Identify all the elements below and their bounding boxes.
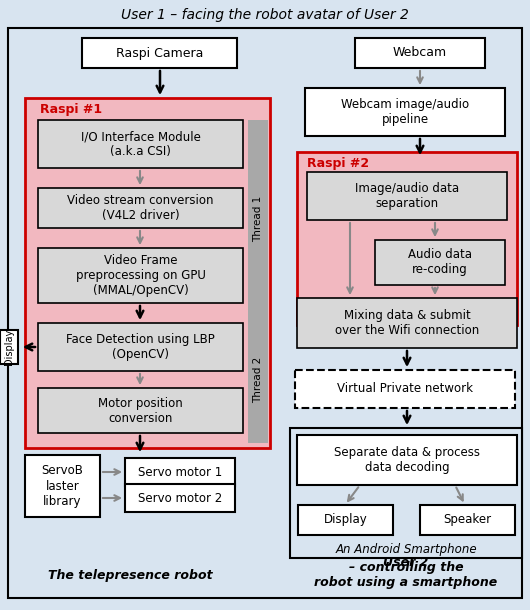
Text: Display: Display bbox=[324, 514, 367, 526]
Bar bbox=[125, 484, 235, 512]
Text: Raspi #2: Raspi #2 bbox=[307, 157, 369, 170]
Text: Display: Display bbox=[4, 329, 14, 365]
Bar bbox=[38, 248, 243, 303]
Text: Image/audio data
separation: Image/audio data separation bbox=[355, 182, 459, 210]
Bar bbox=[297, 152, 517, 325]
Text: The telepresence robot: The telepresence robot bbox=[48, 569, 213, 581]
Bar bbox=[82, 38, 237, 68]
Text: Audio data
re-coding: Audio data re-coding bbox=[408, 248, 472, 276]
Text: Speaker: Speaker bbox=[444, 514, 491, 526]
Text: – controlling the
robot using a smartphone: – controlling the robot using a smartpho… bbox=[314, 561, 498, 589]
Text: Video stream conversion
(V4L2 driver): Video stream conversion (V4L2 driver) bbox=[67, 194, 214, 222]
Bar bbox=[38, 188, 243, 228]
Bar bbox=[305, 88, 505, 136]
Text: An Android Smartphone: An Android Smartphone bbox=[335, 544, 477, 556]
Bar bbox=[420, 505, 515, 535]
Text: Video Frame
preprocessing on GPU
(MMAL/OpenCV): Video Frame preprocessing on GPU (MMAL/O… bbox=[76, 254, 206, 297]
Text: User 2: User 2 bbox=[383, 556, 429, 569]
Text: Face Detection using LBP
(OpenCV): Face Detection using LBP (OpenCV) bbox=[66, 333, 215, 361]
Text: Separate data & process
data decoding: Separate data & process data decoding bbox=[334, 446, 480, 474]
Text: Servo motor 1: Servo motor 1 bbox=[138, 465, 222, 478]
Text: Thread 2: Thread 2 bbox=[253, 357, 263, 403]
Bar bbox=[307, 172, 507, 220]
Bar bbox=[295, 370, 515, 408]
Bar bbox=[25, 98, 270, 448]
Bar bbox=[248, 318, 268, 443]
Bar bbox=[0, 330, 18, 364]
Bar bbox=[25, 455, 100, 517]
Text: ServoB
laster
library: ServoB laster library bbox=[41, 464, 83, 508]
Text: Raspi #1: Raspi #1 bbox=[40, 102, 102, 115]
Text: Virtual Private network: Virtual Private network bbox=[337, 382, 473, 395]
Bar bbox=[355, 38, 485, 68]
Text: Webcam: Webcam bbox=[393, 46, 447, 60]
Bar bbox=[297, 435, 517, 485]
Bar bbox=[248, 120, 268, 318]
Bar bbox=[38, 323, 243, 371]
Text: Webcam image/audio
pipeline: Webcam image/audio pipeline bbox=[341, 98, 469, 126]
Bar bbox=[375, 240, 505, 285]
Bar bbox=[38, 388, 243, 433]
Text: I/O Interface Module
(a.k.a CSI): I/O Interface Module (a.k.a CSI) bbox=[81, 130, 200, 158]
Text: User 1 – facing the robot avatar of User 2: User 1 – facing the robot avatar of User… bbox=[121, 8, 409, 22]
Text: Thread 1: Thread 1 bbox=[253, 196, 263, 242]
Bar bbox=[125, 458, 235, 486]
Bar bbox=[290, 428, 522, 558]
Bar bbox=[297, 298, 517, 348]
Text: Mixing data & submit
over the Wifi connection: Mixing data & submit over the Wifi conne… bbox=[335, 309, 479, 337]
Text: Servo motor 2: Servo motor 2 bbox=[138, 492, 222, 504]
Text: Raspi Camera: Raspi Camera bbox=[116, 46, 203, 60]
Bar bbox=[298, 505, 393, 535]
Bar bbox=[38, 120, 243, 168]
Text: Motor position
conversion: Motor position conversion bbox=[98, 396, 183, 425]
